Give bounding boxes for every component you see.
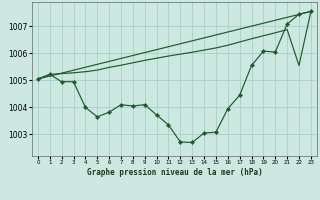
X-axis label: Graphe pression niveau de la mer (hPa): Graphe pression niveau de la mer (hPa) — [86, 168, 262, 177]
